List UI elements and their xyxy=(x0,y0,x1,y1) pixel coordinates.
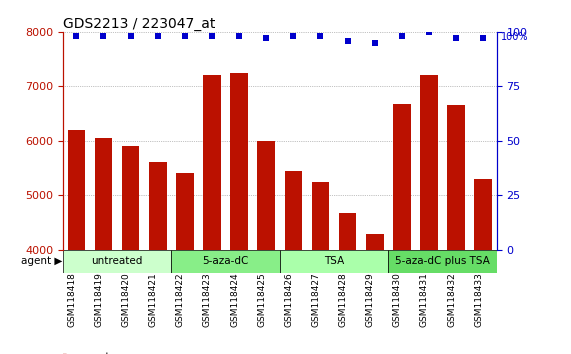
Bar xyxy=(203,75,221,250)
Text: GDS2213 / 223047_at: GDS2213 / 223047_at xyxy=(63,17,215,31)
Bar xyxy=(475,179,492,250)
Bar xyxy=(176,173,194,250)
Bar xyxy=(122,146,139,250)
Text: GSM118433: GSM118433 xyxy=(474,273,483,327)
Point xyxy=(452,35,461,41)
Text: agent ▶: agent ▶ xyxy=(22,256,63,266)
Text: GSM118431: GSM118431 xyxy=(420,273,429,327)
Text: GSM118420: GSM118420 xyxy=(122,273,131,327)
Point xyxy=(99,33,108,39)
Bar xyxy=(284,171,302,250)
Point xyxy=(207,33,216,39)
Text: 5-aza-dC: 5-aza-dC xyxy=(202,256,249,266)
Bar xyxy=(280,250,388,273)
Point xyxy=(370,40,379,46)
Text: GSM118422: GSM118422 xyxy=(176,273,185,327)
Text: GSM118421: GSM118421 xyxy=(148,273,158,327)
Point xyxy=(72,33,81,39)
Text: GSM118430: GSM118430 xyxy=(393,273,402,327)
Bar xyxy=(393,104,411,250)
Point xyxy=(126,33,135,39)
Bar xyxy=(388,250,497,273)
Text: 5-aza-dC plus TSA: 5-aza-dC plus TSA xyxy=(395,256,490,266)
Text: count: count xyxy=(80,352,110,354)
Text: 100%: 100% xyxy=(501,32,528,42)
Bar xyxy=(63,250,171,273)
Text: GSM118426: GSM118426 xyxy=(284,273,293,327)
Point xyxy=(153,33,162,39)
Text: GSM118424: GSM118424 xyxy=(230,273,239,327)
Bar xyxy=(95,138,112,250)
Text: GSM118425: GSM118425 xyxy=(257,273,266,327)
Text: TSA: TSA xyxy=(324,256,344,266)
Text: GSM118429: GSM118429 xyxy=(365,273,375,327)
Bar xyxy=(366,234,384,250)
Text: GSM118418: GSM118418 xyxy=(67,273,77,327)
Text: GSM118419: GSM118419 xyxy=(94,273,103,327)
Point xyxy=(262,35,271,41)
Bar xyxy=(312,182,329,250)
Point xyxy=(289,33,298,39)
Point xyxy=(180,33,190,39)
Text: GSM118423: GSM118423 xyxy=(203,273,212,327)
Bar xyxy=(258,141,275,250)
Bar xyxy=(67,130,85,250)
Bar xyxy=(230,73,248,250)
Point xyxy=(343,38,352,44)
Bar xyxy=(447,105,465,250)
Text: GSM118428: GSM118428 xyxy=(339,273,348,327)
Point xyxy=(397,33,407,39)
Text: GSM118432: GSM118432 xyxy=(447,273,456,327)
Bar xyxy=(339,212,356,250)
Bar xyxy=(420,75,438,250)
Text: GSM118427: GSM118427 xyxy=(311,273,320,327)
Bar xyxy=(171,250,280,273)
Bar xyxy=(149,162,167,250)
Text: untreated: untreated xyxy=(91,256,143,266)
Point xyxy=(478,35,488,41)
Point xyxy=(424,29,433,35)
Point xyxy=(316,33,325,39)
Point xyxy=(235,33,244,39)
